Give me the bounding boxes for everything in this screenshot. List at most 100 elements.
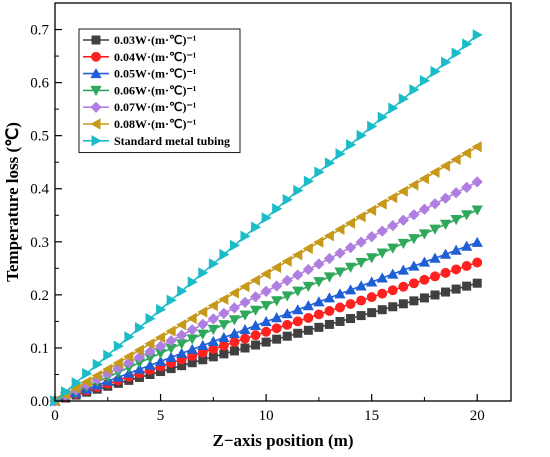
data-point (176, 347, 188, 358)
data-point (335, 302, 345, 313)
data-point (302, 300, 314, 311)
data-point (323, 292, 336, 303)
data-point (450, 187, 462, 199)
data-point (461, 147, 472, 159)
data-point (430, 271, 440, 282)
series-2 (50, 257, 483, 406)
data-point (324, 319, 334, 329)
data-point (302, 263, 314, 276)
data-point (228, 287, 239, 299)
data-point (461, 181, 473, 193)
data-point (70, 382, 81, 394)
data-point (187, 358, 197, 368)
data-point (408, 260, 420, 271)
data-point (344, 217, 356, 229)
data-point (439, 219, 452, 230)
data-point (282, 331, 292, 341)
legend-marker (91, 35, 101, 45)
plot-layer (49, 29, 483, 407)
series-1 (50, 278, 482, 406)
data-point (218, 307, 230, 319)
data-point (82, 367, 93, 380)
data-point (176, 329, 188, 341)
data-point (156, 303, 167, 316)
data-point (366, 253, 378, 264)
data-point (344, 284, 357, 295)
data-point (250, 330, 261, 341)
data-point (441, 287, 451, 297)
series-3 (49, 236, 483, 406)
data-point (376, 272, 388, 283)
data-point (177, 285, 188, 297)
data-point (133, 344, 144, 356)
data-point (166, 294, 177, 306)
data-point (239, 280, 250, 293)
data-point (344, 241, 357, 254)
plot-frame (54, 2, 512, 402)
data-point (471, 236, 483, 247)
data-point (249, 291, 262, 303)
data-point (303, 175, 314, 187)
data-point (165, 335, 177, 347)
data-point (334, 223, 345, 236)
data-point (293, 328, 303, 338)
data-point (462, 38, 473, 50)
data-point (429, 224, 441, 235)
data-point (228, 315, 241, 326)
data-point (281, 274, 293, 287)
x-tick-label: 0 (51, 408, 59, 424)
x-axis-title: Z−axis position (m) (213, 431, 354, 450)
data-point (418, 172, 429, 185)
data-point (154, 340, 167, 352)
data-point (408, 209, 420, 221)
series-6 (49, 141, 482, 407)
data-point (451, 47, 462, 59)
y-tick-label: 0.5 (30, 129, 49, 145)
data-point (302, 281, 314, 293)
data-point (292, 269, 304, 281)
data-point (441, 56, 452, 68)
data-point (408, 278, 419, 289)
data-point (239, 323, 251, 335)
data-point (198, 267, 209, 279)
data-point (461, 210, 473, 221)
data-point (388, 102, 399, 114)
data-point (207, 335, 219, 346)
data-point (81, 376, 92, 388)
data-point (271, 323, 282, 334)
data-point (387, 243, 399, 254)
data-point (439, 192, 452, 204)
data-point (419, 293, 429, 303)
data-point (377, 111, 388, 123)
data-point (144, 353, 156, 364)
legend-marker (90, 118, 101, 130)
data-point (197, 329, 209, 340)
data-point (177, 361, 187, 371)
data-point (282, 193, 293, 206)
axes-layer: 0 5 10 15 20 0.0 0.1 0.2 0.3 0.4 0.5 0.6 0.7 (30, 2, 485, 424)
data-point (429, 166, 440, 178)
data-point (303, 325, 313, 335)
data-point (197, 339, 209, 350)
legend-label: 0.06W·(m·℃)⁻¹ (114, 83, 197, 97)
data-point (145, 312, 156, 325)
data-point (367, 308, 377, 318)
data-point (356, 311, 366, 321)
data-point (366, 204, 377, 216)
data-point (313, 309, 324, 320)
data-point (272, 334, 282, 344)
x-tick-label: 5 (157, 408, 165, 424)
data-point (271, 296, 283, 307)
legend-item: 0.03W·(m·℃)⁻¹ (83, 33, 197, 47)
data-point (429, 252, 441, 263)
data-point (260, 300, 272, 312)
data-point (260, 268, 271, 280)
legend-item: 0.08W·(m·℃)⁻¹ (83, 117, 197, 131)
data-point (271, 312, 283, 323)
data-point (218, 320, 230, 331)
data-point (103, 349, 114, 361)
data-point (261, 337, 271, 347)
data-point (387, 285, 398, 296)
data-point (418, 229, 431, 240)
data-point (71, 377, 82, 389)
